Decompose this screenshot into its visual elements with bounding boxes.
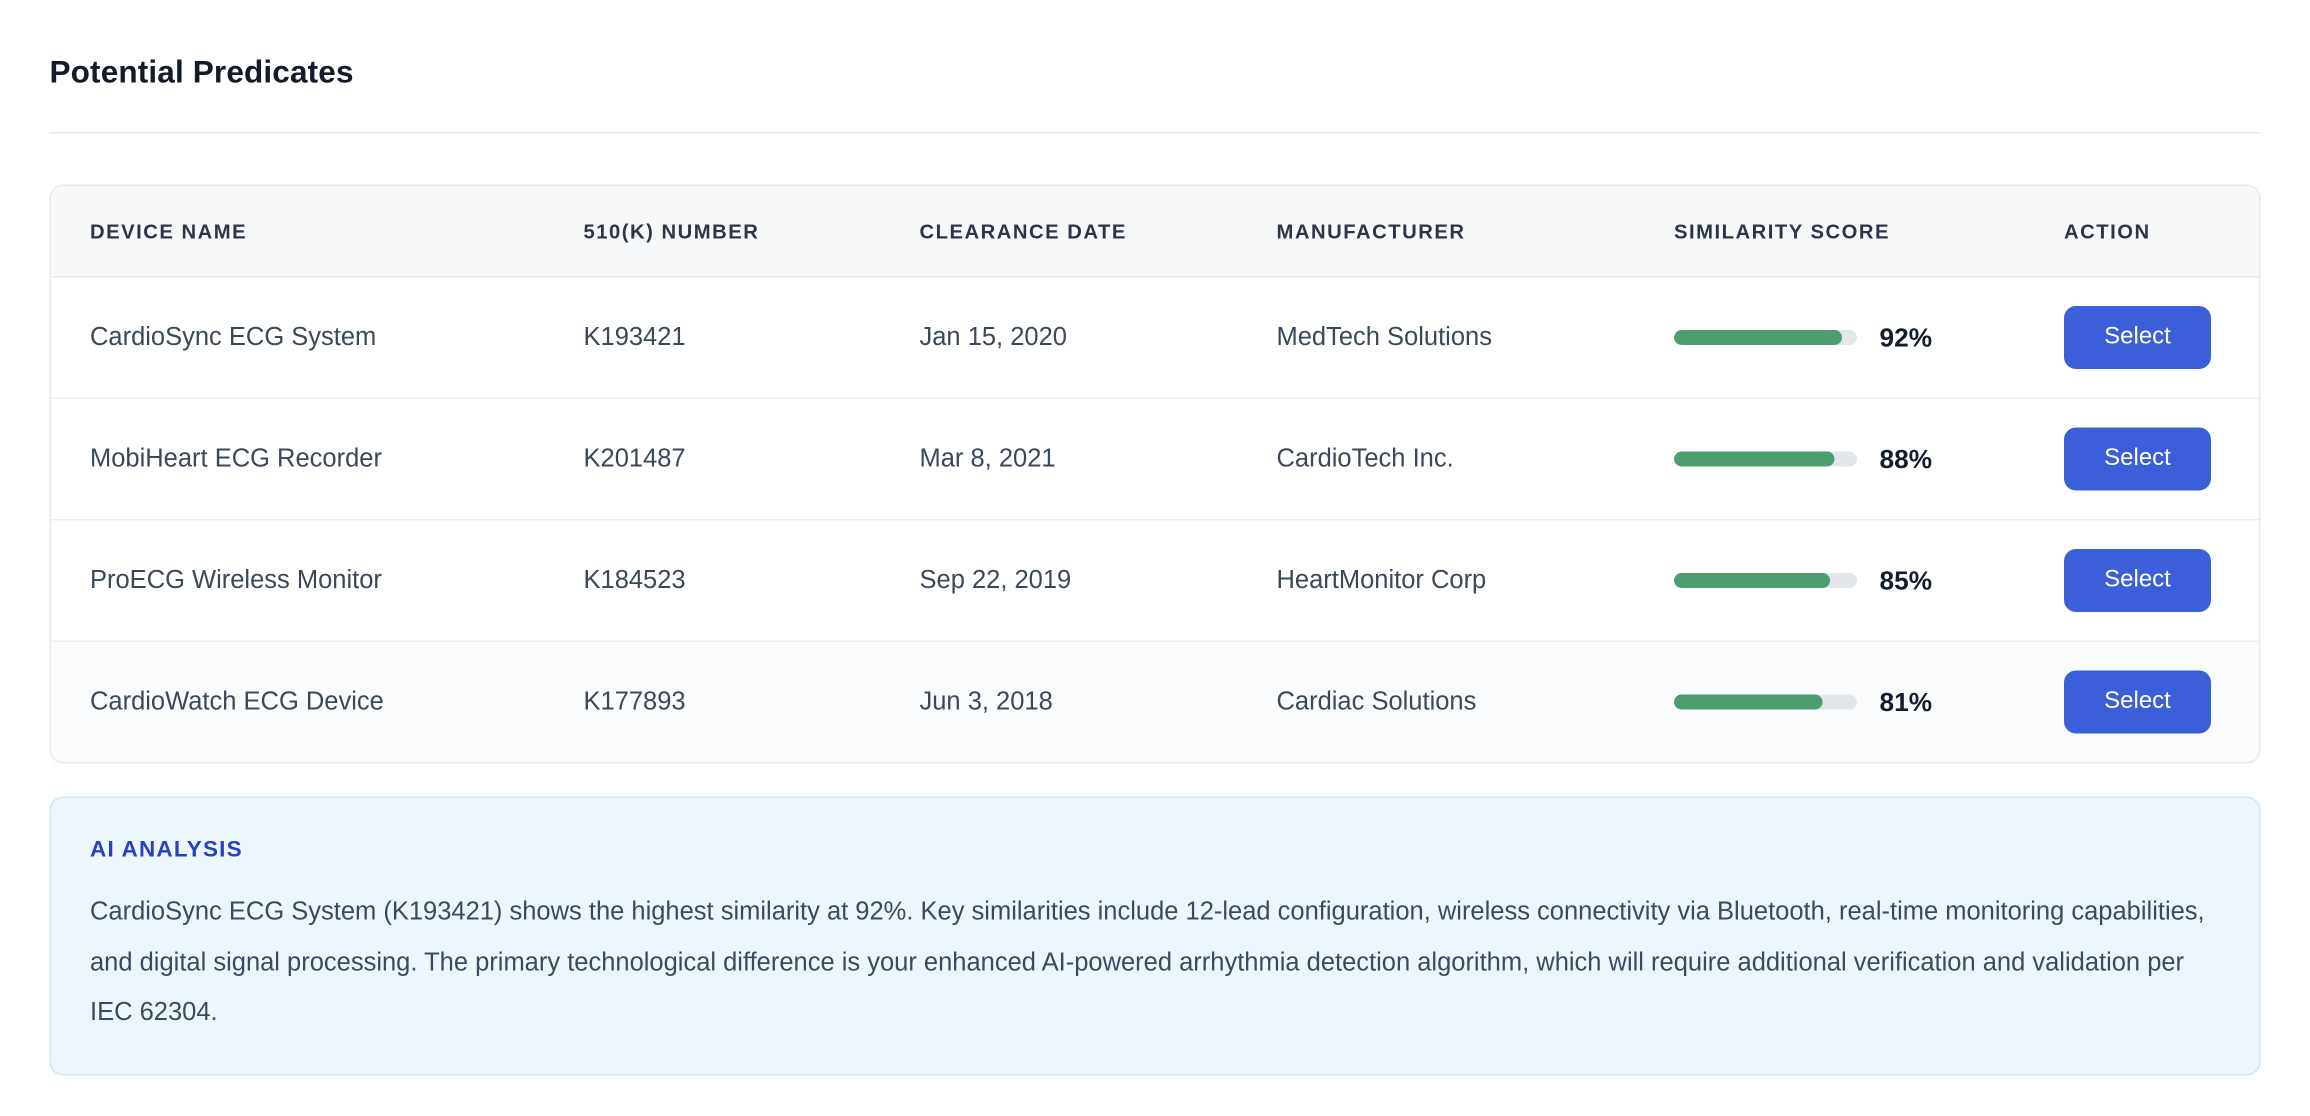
device-name-cell: CardioSync ECG System xyxy=(90,322,377,352)
action-cell: Select xyxy=(2064,670,2220,734)
clearance-date-cell: Jan 15, 2020 xyxy=(919,322,1067,352)
similarity-score-cell: 92% xyxy=(1674,322,2064,354)
similarity-bar-track xyxy=(1674,330,1857,345)
column-header-510k-number: 510(K) NUMBER xyxy=(583,219,760,243)
column-header-action: ACTION xyxy=(2064,219,2151,243)
table-row: MobiHeart ECG Recorder K201487 Mar 8, 20… xyxy=(51,399,2259,521)
ai-analysis-panel: AI ANALYSIS CardioSync ECG System (K1934… xyxy=(49,796,2261,1075)
device-name-cell: CardioWatch ECG Device xyxy=(90,687,384,716)
column-header-clearance-date: CLEARANCE DATE xyxy=(919,219,1127,243)
similarity-bar-track xyxy=(1674,451,1857,467)
510k-number-cell: K201487 xyxy=(583,444,686,473)
manufacturer-cell: HeartMonitor Corp xyxy=(1276,565,1487,595)
similarity-bar-track xyxy=(1674,694,1857,710)
table-row: CardioWatch ECG Device K177893 Jun 3, 20… xyxy=(51,642,2259,762)
similarity-percent-label: 88% xyxy=(1879,443,1933,474)
action-cell: Select xyxy=(2064,427,2220,491)
select-button[interactable]: Select xyxy=(2064,427,2211,491)
similarity-bar-fill xyxy=(1674,330,1843,345)
similarity-bar-track xyxy=(1674,573,1857,588)
table-row: ProECG Wireless Monitor K184523 Sep 22, … xyxy=(51,520,2259,642)
ai-analysis-heading: AI ANALYSIS xyxy=(90,837,243,863)
manufacturer-cell: MedTech Solutions xyxy=(1276,322,1492,352)
similarity-bar-fill xyxy=(1674,451,1836,467)
510k-number-cell: K184523 xyxy=(583,565,686,595)
device-name-cell: ProECG Wireless Monitor xyxy=(90,565,382,595)
select-button[interactable]: Select xyxy=(2064,306,2211,369)
clearance-date-cell: Mar 8, 2021 xyxy=(919,444,1056,473)
device-name-cell: MobiHeart ECG Recorder xyxy=(90,444,382,473)
similarity-score-cell: 81% xyxy=(1674,686,2064,718)
clearance-date-cell: Sep 22, 2019 xyxy=(919,565,1072,595)
manufacturer-cell: CardioTech Inc. xyxy=(1276,444,1454,473)
clearance-date-cell: Jun 3, 2018 xyxy=(919,687,1053,716)
similarity-bar-fill xyxy=(1674,573,1830,588)
similarity-bar-fill xyxy=(1674,694,1823,710)
page-title: Potential Predicates xyxy=(49,55,354,91)
table-body: CardioSync ECG System K193421 Jan 15, 20… xyxy=(51,277,2259,762)
similarity-percent-label: 81% xyxy=(1879,686,1933,717)
510k-number-cell: K193421 xyxy=(583,322,686,352)
510k-number-cell: K177893 xyxy=(583,687,686,716)
select-button[interactable]: Select xyxy=(2064,549,2211,612)
ai-analysis-text: CardioSync ECG System (K193421) shows th… xyxy=(90,897,2205,1026)
predicates-table: DEVICE NAME 510(K) NUMBER CLEARANCE DATE… xyxy=(49,184,2261,764)
column-header-device-name: DEVICE NAME xyxy=(90,219,248,243)
column-header-manufacturer: MANUFACTURER xyxy=(1276,219,1466,243)
table-row: CardioSync ECG System K193421 Jan 15, 20… xyxy=(51,277,2259,399)
similarity-percent-label: 92% xyxy=(1879,321,1933,352)
similarity-score-cell: 88% xyxy=(1674,443,2064,475)
action-cell: Select xyxy=(2064,306,2220,369)
table-header-row: DEVICE NAME 510(K) NUMBER CLEARANCE DATE… xyxy=(51,186,2259,278)
similarity-percent-label: 85% xyxy=(1879,564,1933,595)
select-button[interactable]: Select xyxy=(2064,670,2211,734)
title-divider xyxy=(49,132,2261,134)
column-header-similarity-score: SIMILARITY SCORE xyxy=(1674,219,1891,243)
manufacturer-cell: Cardiac Solutions xyxy=(1276,687,1477,716)
action-cell: Select xyxy=(2064,549,2220,612)
similarity-score-cell: 85% xyxy=(1674,565,2064,597)
